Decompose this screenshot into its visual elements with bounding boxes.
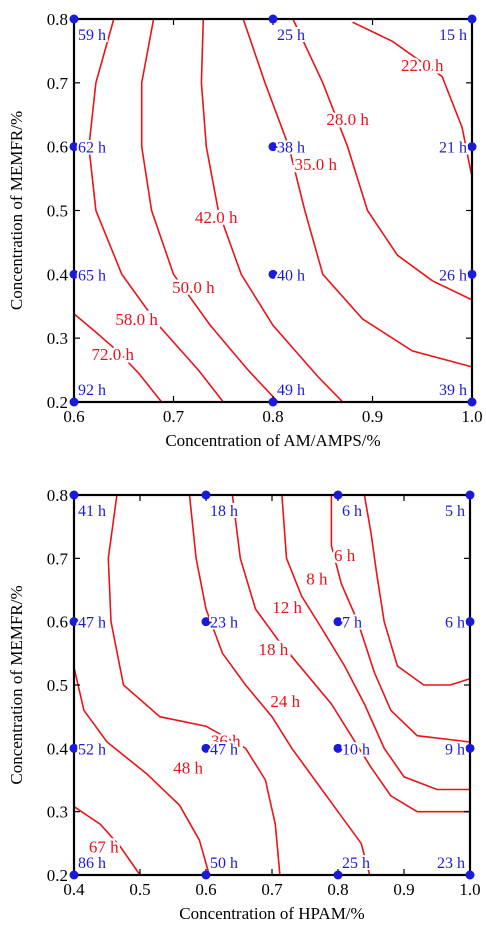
y-tick-label: 0.3 (47, 329, 68, 348)
contour-label: 42.0 h (195, 208, 238, 227)
x-tick-label: 0.7 (261, 880, 283, 899)
contour-label: 28.0 h (326, 110, 369, 129)
point-label: 25 h (277, 27, 305, 44)
y-tick-label: 0.5 (47, 202, 68, 221)
x-tick-label: 0.8 (327, 880, 348, 899)
point-label: 15 h (439, 27, 467, 44)
x-axis-label: Concentration of AM/AMPS/% (165, 431, 380, 450)
contour-label: 48 h (173, 758, 203, 777)
point-label: 47 h (78, 615, 106, 632)
design-point (334, 491, 343, 500)
design-point (468, 398, 477, 407)
point-label: 9 h (445, 741, 465, 758)
design-point (466, 744, 475, 753)
design-point (468, 270, 477, 279)
x-tick-label: 0.9 (393, 880, 414, 899)
point-label: 59 h (78, 27, 106, 44)
y-tick-label: 0.8 (47, 486, 68, 505)
point-label: 23 h (437, 855, 465, 872)
contour-label: 58.0 h (115, 310, 158, 329)
design-point (466, 491, 475, 500)
point-label: 7 h (342, 615, 362, 632)
design-point (466, 617, 475, 626)
point-label: 40 h (277, 267, 305, 284)
design-point (202, 491, 211, 500)
x-tick-label: 0.9 (362, 407, 383, 426)
contour-label: 22.0 h (401, 56, 444, 75)
contour-label: 18 h (258, 640, 288, 659)
y-tick-label: 0.3 (47, 803, 68, 822)
contour-line (282, 495, 470, 790)
point-label: 6 h (342, 503, 362, 520)
design-point (468, 15, 477, 24)
contour-line (364, 495, 470, 685)
contour-label: 12 h (272, 598, 302, 617)
y-tick-label: 0.8 (47, 10, 68, 29)
point-label: 62 h (78, 140, 106, 157)
design-point (466, 871, 475, 880)
point-label: 41 h (78, 503, 106, 520)
contour-label: 8 h (306, 570, 328, 589)
y-tick-label: 0.6 (47, 613, 68, 632)
chart-am-amps: 0.6 0.7 0.8 0.9 1.0 0.2 0.3 0.4 0.5 0.6 0.7 0.8 Conc… (7, 10, 483, 450)
point-label: 49 h (277, 382, 305, 399)
design-point (70, 491, 79, 500)
chart-hpam: 0.4 0.5 0.6 0.7 0.8 0.9 1.0 0.2 0.3 0.4 0.5 0.6 0.7 0… (7, 486, 481, 923)
point-label: 23 h (210, 615, 238, 632)
point-label: 26 h (439, 267, 467, 284)
y-tick-label: 0.2 (47, 393, 68, 412)
contour-label: 72.0 h (92, 345, 135, 364)
y-tick-label: 0.7 (47, 74, 69, 93)
contour-label: 50.0 h (172, 278, 215, 297)
point-label: 25 h (342, 855, 370, 872)
y-tick-label: 0.6 (47, 138, 68, 157)
contour-label: 67 h (89, 838, 119, 857)
design-point (269, 15, 278, 24)
y-tick-label: 0.4 (47, 265, 69, 284)
point-label: 65 h (78, 267, 106, 284)
point-label: 47 h (210, 741, 238, 758)
y-tick-label: 0.2 (47, 866, 68, 885)
x-tick-label: 0.8 (262, 407, 283, 426)
point-label: 39 h (439, 382, 467, 399)
point-label: 10 h (342, 741, 370, 758)
point-label: 6 h (445, 615, 465, 632)
point-label: 5 h (445, 503, 465, 520)
contour-label: 24 h (270, 692, 300, 711)
contour-label: 35.0 h (295, 155, 338, 174)
y-axis-label: Concentration of MEMFR/% (7, 111, 26, 310)
point-label: 21 h (439, 140, 467, 157)
y-tick-label: 0.5 (47, 676, 68, 695)
contour-line (108, 495, 280, 875)
x-tick-label: 0.7 (163, 407, 185, 426)
point-label: 50 h (210, 855, 238, 872)
point-label: 86 h (78, 855, 106, 872)
contour-label: 6 h (334, 546, 356, 565)
point-label: 52 h (78, 741, 106, 758)
plot-frame (74, 495, 470, 875)
design-point (70, 15, 79, 24)
x-tick-label: 0.5 (129, 880, 150, 899)
point-label: 18 h (210, 503, 238, 520)
x-tick-label: 0.6 (195, 880, 216, 899)
point-label: 38 h (277, 140, 305, 157)
point-label: 92 h (78, 382, 106, 399)
y-axis-label: Concentration of MEMFR/% (7, 585, 26, 784)
x-tick-label: 1.0 (461, 407, 482, 426)
x-axis-label: Concentration of HPAM/% (179, 904, 364, 923)
y-tick-label: 0.7 (47, 549, 69, 568)
x-tick-label: 1.0 (459, 880, 480, 899)
design-point (468, 142, 477, 151)
y-tick-label: 0.4 (47, 739, 69, 758)
